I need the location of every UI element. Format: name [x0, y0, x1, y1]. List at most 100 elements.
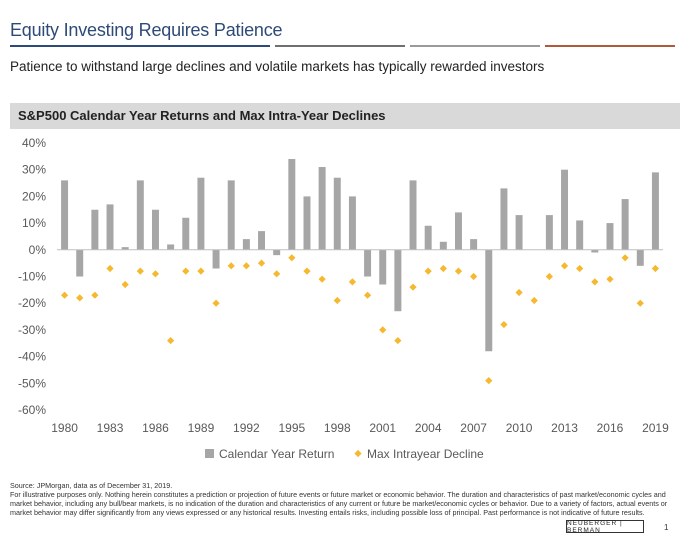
x-tick-label: 2004: [415, 421, 442, 435]
returns-chart: 40% 30% 20% 10% 0% -10% -20% -30% -40% -50% -60% 19…: [18, 136, 669, 461]
chart-title: S&P500 Calendar Year Returns and Max Int…: [18, 108, 386, 123]
title-rule-rust: [545, 45, 675, 47]
title-rule-dark-gray: [275, 45, 405, 47]
decline-marker: [576, 264, 584, 273]
x-tick-label: 1983: [97, 421, 124, 435]
return-bar: [515, 215, 523, 250]
decline-marker: [288, 254, 296, 262]
decline-marker: [409, 283, 417, 291]
y-tick-label: 30%: [22, 163, 46, 177]
return-bar: [182, 217, 190, 250]
decline-marker: [606, 275, 614, 283]
decline-marker: [333, 296, 341, 305]
decline-marker: [60, 291, 69, 299]
x-tick-label: 2001: [369, 421, 396, 435]
return-bar: [61, 180, 69, 250]
return-bar: [136, 180, 144, 250]
return-bar: [273, 249, 281, 256]
decline-marker: [545, 272, 553, 281]
legend-bar-swatch: [205, 449, 214, 458]
decline-marker: [454, 267, 463, 275]
legend-diamond-swatch: [354, 449, 362, 458]
decline-marker: [136, 267, 144, 275]
decline-marker: [197, 267, 205, 275]
return-bar: [500, 188, 508, 250]
return-bar: [576, 220, 584, 250]
decline-marker: [182, 267, 190, 275]
x-tick-label: 1986: [142, 421, 169, 435]
legend-label: Calendar Year Return: [219, 447, 334, 461]
decline-marker: [379, 326, 387, 334]
return-bar: [303, 196, 311, 250]
decline-marker: [151, 270, 160, 278]
decline-marker: [363, 291, 372, 299]
y-tick-label: -20%: [18, 296, 46, 310]
return-bar: [318, 167, 326, 250]
y-tick-label: -60%: [18, 403, 46, 417]
x-tick-label: 1995: [278, 421, 305, 435]
x-tick-label: 1989: [188, 421, 215, 435]
return-bar: [364, 249, 372, 277]
x-tick-label: 2007: [460, 421, 487, 435]
return-bar: [636, 249, 644, 266]
decline-marker: [318, 275, 326, 283]
return-bar: [258, 231, 266, 250]
return-bar: [227, 180, 235, 250]
return-bar: [106, 204, 114, 250]
return-bar: [151, 209, 159, 250]
decline-marker: [530, 296, 538, 305]
decline-marker: [424, 267, 432, 275]
decline-marker: [485, 377, 493, 385]
return-bar: [485, 249, 493, 352]
return-bar: [379, 249, 387, 285]
decline-marker: [106, 264, 114, 273]
return-bar: [76, 249, 84, 277]
return-bar: [167, 244, 175, 250]
return-bar: [409, 180, 417, 250]
decline-marker: [227, 262, 235, 270]
y-tick-label: -10%: [18, 270, 46, 284]
decline-marker: [621, 254, 629, 262]
y-tick-label: -50%: [18, 376, 46, 390]
decline-marker: [167, 336, 175, 345]
return-bar: [545, 215, 553, 250]
return-bar: [651, 172, 659, 250]
chart-title-bar: S&P500 Calendar Year Returns and Max Int…: [10, 103, 680, 129]
x-tick-label: 1992: [233, 421, 260, 435]
x-tick-label: 2013: [551, 421, 578, 435]
return-bar: [606, 223, 614, 250]
title-rule-light-gray: [410, 45, 540, 47]
x-tick-label: 2010: [506, 421, 533, 435]
x-tick-label: 2019: [642, 421, 669, 435]
decline-marker: [470, 272, 478, 281]
y-tick-label: 40%: [22, 136, 46, 150]
y-tick-label: -30%: [18, 323, 46, 337]
page-number: 1: [664, 523, 669, 532]
decline-marker: [257, 259, 266, 267]
y-tick-label: 10%: [22, 216, 46, 230]
return-bar: [91, 209, 99, 250]
page-subtitle: Patience to withstand large declines and…: [10, 59, 545, 74]
decline-marker: [76, 294, 84, 302]
return-bar: [394, 249, 402, 312]
decline-marker: [273, 270, 281, 278]
return-bar: [242, 239, 250, 250]
legend-label: Max Intrayear Decline: [367, 447, 484, 461]
return-bar: [439, 241, 447, 250]
decline-marker: [500, 320, 508, 329]
company-logo: NEUBERGER | BERMAN: [566, 520, 644, 534]
decline-marker: [591, 278, 599, 286]
decline-marker: [348, 278, 357, 286]
return-bar: [424, 225, 432, 250]
x-tick-label: 1980: [51, 421, 78, 435]
return-bar: [197, 177, 205, 250]
decline-marker: [439, 264, 447, 273]
return-bar: [212, 249, 220, 269]
decline-marker: [394, 336, 402, 345]
decline-marker: [121, 280, 129, 289]
return-bar: [621, 199, 629, 250]
y-tick-label: 20%: [22, 189, 46, 203]
decline-marker: [515, 288, 523, 297]
return-bar: [470, 239, 478, 250]
return-bar: [121, 247, 129, 250]
